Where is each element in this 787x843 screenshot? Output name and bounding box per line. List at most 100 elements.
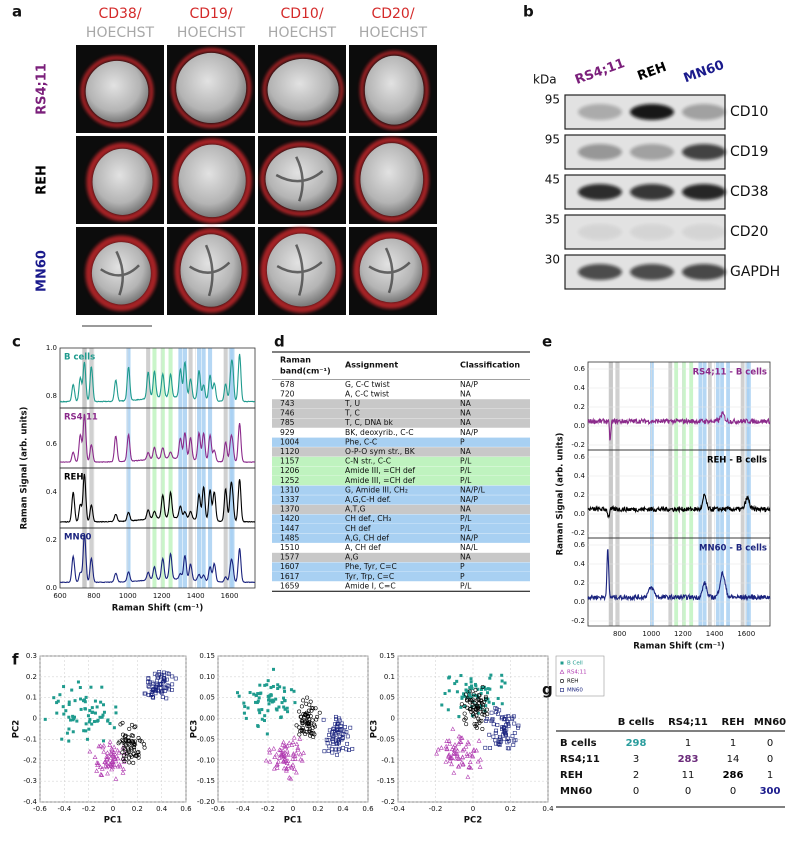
pc-point [448, 755, 454, 761]
pc-point [460, 747, 466, 753]
pc-point [506, 714, 511, 718]
y-axis-label: Raman Signal (arb. units) [20, 407, 30, 530]
pc-point [282, 705, 286, 709]
pc-point [263, 714, 267, 718]
pc-point [285, 706, 289, 710]
pc-point [469, 677, 473, 681]
pc-point [483, 696, 488, 701]
pc-point [102, 759, 108, 764]
pc-point [315, 714, 320, 719]
pc-point [73, 715, 77, 719]
pc-point [120, 737, 125, 742]
pc-point [305, 723, 310, 728]
nucleus [360, 143, 424, 217]
pc-point [52, 696, 56, 700]
pc-point [114, 705, 118, 709]
pc-point [111, 762, 117, 768]
blot-band [630, 104, 674, 120]
y-tick-label: -0.05 [197, 735, 215, 743]
pc-point [62, 712, 66, 716]
pc-point [161, 685, 166, 690]
pc-point [165, 683, 170, 688]
pc-point [348, 725, 353, 730]
pc-point [450, 726, 456, 731]
table-cell: Tyr, Trp, C=C [344, 572, 394, 581]
pc-point [67, 702, 71, 706]
y-tick-label: 0.0 [574, 422, 585, 430]
pc-point [309, 721, 314, 726]
pc-point [312, 732, 317, 737]
panel-letter: b [523, 3, 534, 21]
pc-point [281, 765, 287, 771]
x-tick-label: 600 [53, 592, 66, 600]
table-header: Assignment [345, 361, 398, 370]
pc-point [243, 705, 247, 709]
pc-point [126, 739, 131, 744]
table-row [272, 456, 530, 467]
pc-point [336, 748, 341, 753]
x-tick-label: 0.2 [312, 805, 323, 813]
pc-point [467, 751, 473, 757]
pc-point [114, 711, 118, 715]
nuclear-lobe [368, 247, 411, 294]
table-cell: 286 [723, 770, 744, 781]
table-cell: 1310 [280, 485, 299, 494]
pc-point [286, 710, 290, 714]
pc-point [283, 699, 287, 703]
pc-point [170, 682, 175, 687]
pc-point [474, 713, 479, 718]
y-tick-label: 0.6 [574, 453, 586, 461]
pc-point [107, 739, 113, 744]
pc-point [75, 719, 79, 723]
pc-point [479, 691, 483, 695]
table-cell: P [460, 562, 465, 571]
pc-point [506, 738, 511, 743]
pc-point [476, 697, 481, 702]
pc-point [476, 738, 482, 743]
pc-point [468, 765, 474, 770]
pc-point [129, 746, 134, 751]
x-tick-label: 800 [87, 592, 100, 600]
pc-point [95, 762, 101, 767]
pc-point [289, 765, 295, 770]
membrane-stain [260, 141, 343, 217]
pc-point [102, 710, 106, 714]
pc-point [477, 764, 483, 769]
table-cell: NA/L [460, 543, 478, 552]
pc-point [132, 747, 137, 752]
y-tick-label: 0.8 [46, 392, 57, 400]
pc-point [343, 725, 348, 729]
pc-point [121, 756, 126, 761]
pc-point [58, 693, 62, 697]
table-cell: NA/P [460, 428, 478, 437]
pc-point [127, 760, 132, 765]
table-row [272, 562, 530, 572]
pc-point [130, 733, 135, 738]
pc-point [452, 742, 458, 747]
pc-point [485, 717, 489, 721]
pc-point [299, 704, 304, 709]
trace-label: B cells [64, 353, 95, 363]
table-cell: CH def [345, 524, 371, 533]
pc-point [435, 746, 441, 752]
pc-point [127, 755, 132, 760]
kda-label: 35 [545, 213, 560, 227]
y-tick-label: 0.0 [574, 510, 585, 518]
pc-point [78, 686, 82, 690]
pc-point [127, 726, 132, 731]
pc-point [100, 715, 104, 719]
pc-point [151, 687, 156, 692]
pc-point [504, 733, 508, 737]
pc-point [467, 707, 472, 712]
spectrum [59, 353, 256, 403]
pc-point [480, 686, 484, 690]
x-tick-label: -0.4 [236, 805, 250, 813]
column-marker: CD20/ [371, 6, 414, 22]
legend-label: B Cell [567, 661, 583, 667]
pc-point [87, 720, 91, 724]
pc-point [482, 700, 487, 705]
y-tick-label: 0.0 [574, 598, 585, 606]
pc-point [483, 687, 487, 691]
pc-point [105, 770, 110, 776]
table-cell: A,T,G [345, 505, 366, 514]
